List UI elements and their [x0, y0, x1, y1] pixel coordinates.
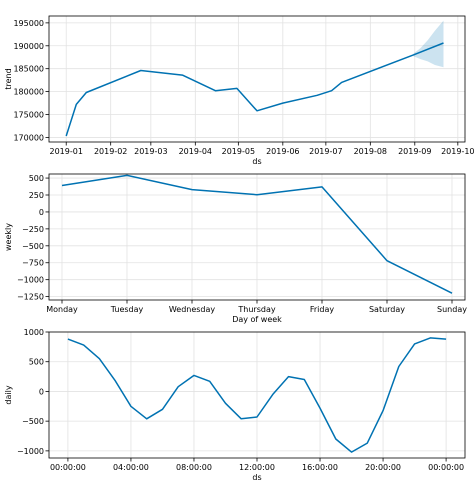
x-tick-label: 04:00:00 [113, 463, 149, 472]
x-tick-label: 2019-09 [398, 147, 431, 156]
y-tick-label: 250 [29, 191, 44, 200]
x-tick-label: 12:00:00 [239, 463, 275, 472]
y-tick-label: 175000 [13, 111, 44, 120]
y-axis-label: weekly [4, 223, 13, 251]
x-tick-label: 2019-05 [222, 147, 255, 156]
y-tick-label: 185000 [13, 65, 44, 74]
trend-plot-frame [48, 15, 466, 143]
x-tick-label: Sunday [437, 305, 467, 314]
x-tick-label: 00:00:00 [50, 463, 86, 472]
y-tick-label: 195000 [13, 19, 44, 28]
y-tick-label: 500 [29, 174, 44, 183]
daily-line [67, 337, 447, 453]
x-axis-label: Day of week [232, 315, 282, 324]
x-tick-label: 2019-06 [266, 147, 299, 156]
x-tick-label: 2019-03 [134, 147, 167, 156]
x-tick-label: 16:00:00 [302, 463, 338, 472]
y-tick-label: 0 [39, 208, 44, 217]
x-tick-label: Wednesday [169, 305, 216, 314]
y-tick-label: 1000 [24, 328, 44, 337]
y-tick-label: 170000 [13, 133, 44, 142]
weekly-line [61, 174, 453, 294]
y-tick-label: −500 [22, 417, 44, 426]
x-tick-label: Monday [46, 305, 78, 314]
x-tick-label: Saturday [369, 305, 405, 314]
x-tick-label: Thursday [237, 305, 275, 314]
y-tick-label: −250 [22, 225, 44, 234]
y-tick-label: −1000 [17, 447, 44, 456]
y-axis-label: daily [4, 385, 13, 404]
y-tick-label: −500 [22, 242, 44, 251]
y-tick-label: −1250 [17, 293, 44, 302]
x-axis-label: ds [252, 157, 261, 166]
x-tick-label: 08:00:00 [176, 463, 212, 472]
y-tick-label: −1000 [17, 276, 44, 285]
x-tick-label: 2019-10 [441, 147, 474, 156]
x-tick-label: 2019-07 [309, 147, 342, 156]
y-tick-label: 190000 [13, 42, 44, 51]
y-tick-label: 0 [39, 387, 44, 396]
y-tick-label: −750 [22, 259, 44, 268]
y-axis-label: trend [4, 68, 13, 89]
x-tick-label: 2019-04 [179, 147, 212, 156]
y-tick-label: 500 [29, 358, 44, 367]
x-tick-label: 2019-01 [49, 147, 82, 156]
x-tick-label: 00:00:00 [428, 463, 464, 472]
x-tick-label: Friday [310, 305, 335, 314]
uncertainty-band [413, 20, 444, 68]
trend-line [65, 42, 444, 137]
y-tick-label: 180000 [13, 88, 44, 97]
x-tick-label: 20:00:00 [365, 463, 401, 472]
x-tick-label: 2019-08 [354, 147, 387, 156]
x-tick-label: 2019-02 [94, 147, 127, 156]
x-axis-label: ds [252, 473, 261, 482]
x-tick-label: Tuesday [110, 305, 144, 314]
